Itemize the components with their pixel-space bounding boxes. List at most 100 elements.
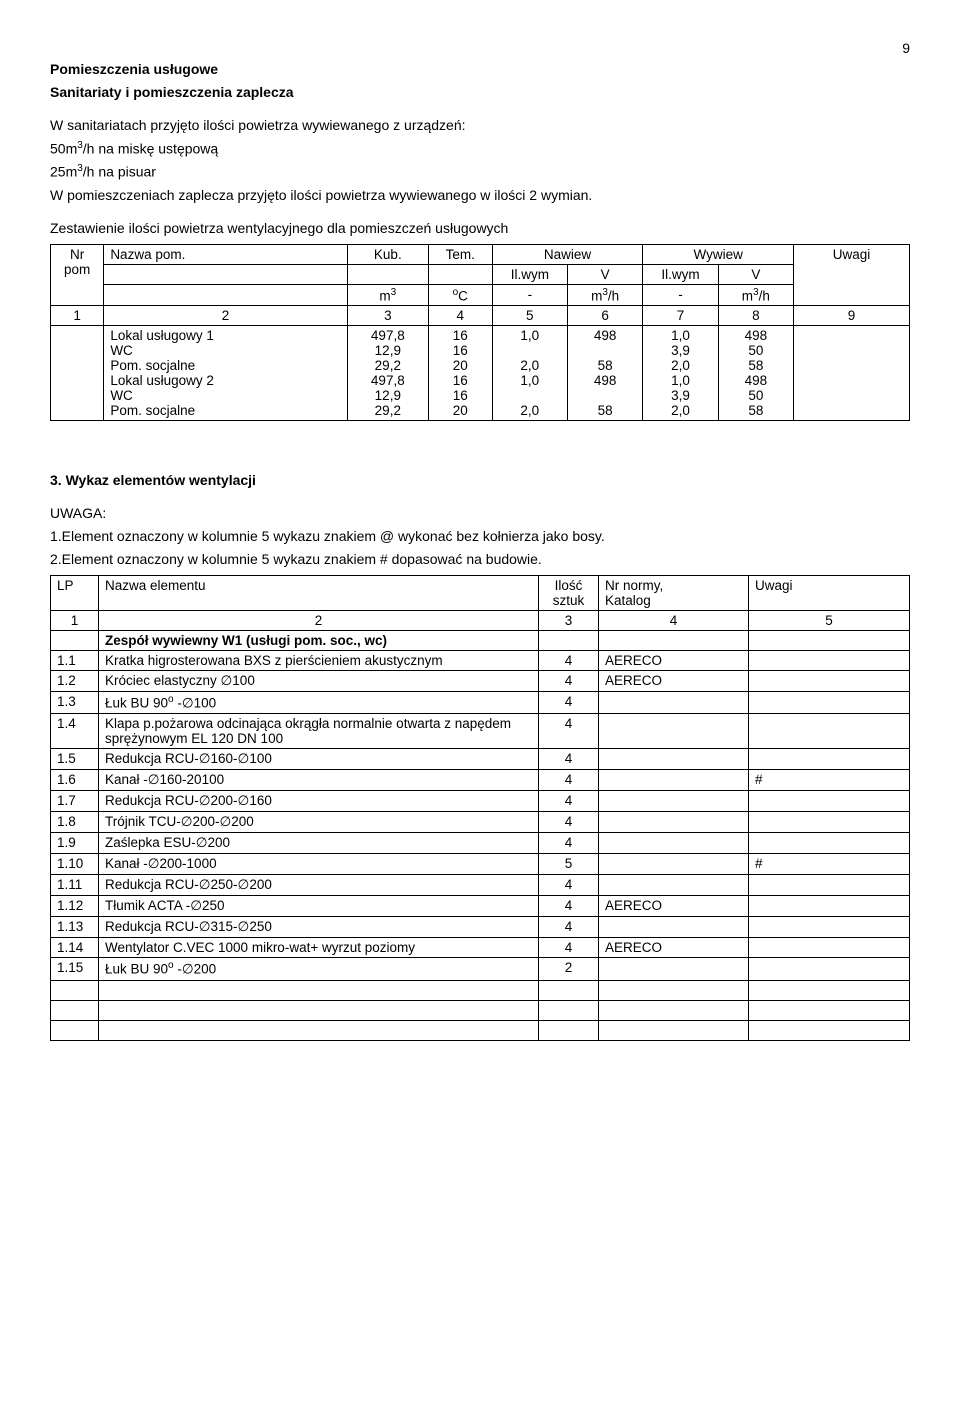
text: 16	[453, 328, 468, 343]
superscript: 3	[391, 287, 397, 298]
cell-uwagi	[749, 812, 910, 833]
cell-uwagi: #	[749, 854, 910, 875]
col-v2: V	[718, 264, 793, 284]
cell-norm: AERECO	[599, 670, 749, 691]
page-number: 9	[50, 40, 910, 56]
text: 50m	[50, 140, 77, 156]
text: /h	[608, 288, 619, 303]
cell-uwagi: #	[749, 770, 910, 791]
col-lp: LP	[51, 575, 99, 610]
text: Pom. socjalne	[110, 358, 195, 373]
cell-empty	[104, 284, 347, 306]
cell-name: Tłumik ACTA -∅250	[99, 896, 539, 917]
col-kub: Kub.	[347, 244, 428, 264]
text: 1,0	[671, 373, 690, 388]
cell-empty	[51, 326, 104, 421]
idx: 1	[51, 610, 99, 630]
cell-qty: 4	[539, 812, 599, 833]
cell-qty: 4	[539, 896, 599, 917]
text: 3,9	[671, 343, 690, 358]
text: m	[591, 288, 602, 303]
idx: 2	[99, 610, 539, 630]
cell-norm	[599, 833, 749, 854]
idx: 5	[492, 306, 567, 326]
text: 1,0	[671, 328, 690, 343]
text: 497,8	[371, 328, 405, 343]
cell-name: Króciec elastyczny ∅100	[99, 670, 539, 691]
cell-qty: 5	[539, 854, 599, 875]
paragraph-2: 50m3/h na miskę ustępową	[50, 139, 910, 159]
cell-lp: 1.7	[51, 791, 99, 812]
kub-values: 497,8 12,9 29,2 497,8 12,9 29,2	[347, 326, 428, 421]
text: Pom. socjalne	[110, 403, 195, 418]
cell-qty: 4	[539, 938, 599, 958]
cell-uwagi	[749, 791, 910, 812]
idx: 1	[51, 306, 104, 326]
text: /h na pisuar	[83, 164, 156, 180]
col-name: Nazwa elementu	[99, 575, 539, 610]
cell-uwagi	[749, 691, 910, 714]
text: 58	[598, 358, 613, 373]
col-uwagi: Uwagi	[794, 244, 910, 306]
cell-lp: 1.9	[51, 833, 99, 854]
cell-uwagi	[749, 896, 910, 917]
cell-lp: 1.5	[51, 749, 99, 770]
table-row: 1.15Łuk BU 90o -∅2002	[51, 958, 910, 981]
room-names: Lokal usługowy 1 WC Pom. socjalne Lokal …	[104, 326, 347, 421]
cell-norm	[599, 854, 749, 875]
cell-name: Trójnik TCU-∅200-∅200	[99, 812, 539, 833]
text: m	[379, 288, 390, 303]
cell-lp: 1.14	[51, 938, 99, 958]
text: WC	[110, 343, 133, 358]
cell-empty	[104, 264, 347, 284]
cell-lp: 1.11	[51, 875, 99, 896]
text: Ilość	[555, 578, 583, 593]
text: 12,9	[375, 343, 401, 358]
cell-uwagi	[749, 917, 910, 938]
cell-norm	[599, 770, 749, 791]
cell-norm	[599, 691, 749, 714]
table-header-row: Nr pom Nazwa pom. Kub. Tem. Nawiew Wywie…	[51, 244, 910, 264]
cell-uwagi	[749, 650, 910, 670]
group-title: Zespół wywiewny W1 (usługi pom. soc., wc…	[99, 630, 539, 650]
text: sztuk	[553, 593, 585, 608]
table-row: 1.14Wentylator C.VEC 1000 mikro-wat+ wyr…	[51, 938, 910, 958]
cell-lp: 1.15	[51, 958, 99, 981]
cell-empty	[599, 630, 749, 650]
table-group-row: Zespół wywiewny W1 (usługi pom. soc., wc…	[51, 630, 910, 650]
table-header-row: LP Nazwa elementu Ilość sztuk Nr normy, …	[51, 575, 910, 610]
text: 1,0	[520, 373, 539, 388]
cell-lp: 1.10	[51, 854, 99, 875]
text: 498	[745, 328, 768, 343]
nw-values: 1,0 2,0 1,0 2,0	[492, 326, 567, 421]
text: 12,9	[375, 388, 401, 403]
cell-empty	[347, 264, 428, 284]
cell-name: Kanał -∅200-1000	[99, 854, 539, 875]
cell-norm: AERECO	[599, 896, 749, 917]
text: 29,2	[375, 358, 401, 373]
table-row: 1.5Redukcja RCU-∅160-∅1004	[51, 749, 910, 770]
cell-norm	[599, 749, 749, 770]
col-norm: Nr normy, Katalog	[599, 575, 749, 610]
col-wywiew: Wywiew	[643, 244, 794, 264]
idx: 8	[718, 306, 793, 326]
cell-norm: AERECO	[599, 938, 749, 958]
unit-m3: m3	[347, 284, 428, 306]
unit-m3h: m3/h	[567, 284, 642, 306]
text: 20	[453, 358, 468, 373]
unit-dash: -	[643, 284, 718, 306]
cell-lp: 1.8	[51, 812, 99, 833]
cell-lp: 1.4	[51, 714, 99, 749]
text: 2,0	[671, 358, 690, 373]
col-v1: V	[567, 264, 642, 284]
table-ventilation-summary: Nr pom Nazwa pom. Kub. Tem. Nawiew Wywie…	[50, 244, 910, 422]
subheading-1: Zestawienie ilości powietrza wentylacyjn…	[50, 219, 910, 238]
cell-uwagi	[749, 714, 910, 749]
text: 3,9	[671, 388, 690, 403]
cell-norm	[599, 875, 749, 896]
cell-lp: 1.3	[51, 691, 99, 714]
text: 498	[594, 373, 617, 388]
uwaga-label: UWAGA:	[50, 504, 910, 523]
cell-qty: 4	[539, 875, 599, 896]
cell-norm: AERECO	[599, 650, 749, 670]
